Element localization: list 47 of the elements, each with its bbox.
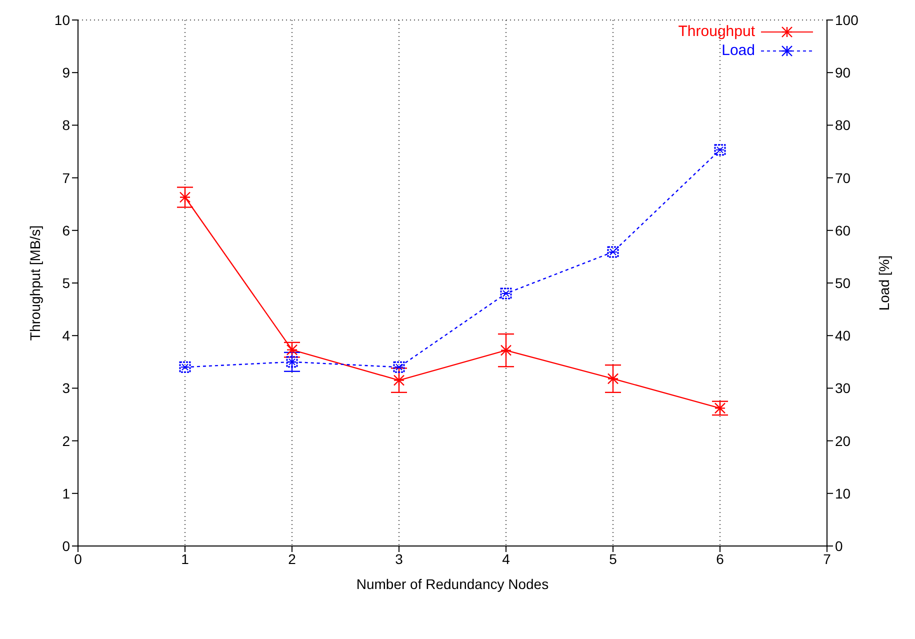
- y-axis-title: Throughput [MB/s]: [26, 225, 43, 341]
- point: [714, 402, 726, 414]
- x-tick-label: 1: [181, 550, 190, 567]
- y2-tick-label: 30: [835, 380, 851, 396]
- x-tick-label: 4: [502, 550, 510, 567]
- y2-axis-title: Load [%]: [876, 255, 892, 311]
- y2-tick-label: 70: [835, 170, 851, 186]
- point: [607, 373, 619, 384]
- y-tick-label: 6: [62, 222, 70, 238]
- x-axis-title: Number of Redundancy Nodes: [356, 576, 549, 592]
- point: [179, 361, 191, 373]
- legend-label: Load: [722, 41, 755, 60]
- legend-label: Throughput: [678, 22, 755, 41]
- y2-tick-label: 100: [835, 12, 859, 28]
- y-tick-label: 0: [62, 538, 70, 554]
- y2-tick-label: 0: [835, 538, 843, 554]
- x-tick-label: 5: [609, 550, 618, 567]
- x-tick-label: 6: [716, 550, 724, 567]
- point: [179, 192, 191, 203]
- point: [286, 356, 298, 368]
- y-tick-label: 8: [62, 117, 70, 134]
- x-tick-label: 7: [823, 550, 832, 567]
- y-tick-label: 5: [62, 274, 70, 291]
- point: [500, 288, 512, 300]
- y2-tick-label: 90: [835, 64, 851, 81]
- y2-tick-label: 50: [835, 274, 851, 291]
- y-tick-label: 2: [62, 432, 70, 449]
- point: [714, 144, 726, 156]
- y-tick-label: 3: [62, 380, 70, 396]
- x-tick-label: 0: [74, 550, 82, 567]
- point: [500, 344, 512, 356]
- y2-tick-label: 40: [835, 328, 851, 344]
- point: [393, 374, 405, 386]
- y-tick-label: 4: [62, 328, 70, 344]
- y2-tick-label: 20: [835, 432, 851, 449]
- point: [286, 344, 298, 356]
- x-tick-label: 2: [288, 550, 296, 567]
- point: [393, 361, 405, 373]
- y-tick-label: 10: [54, 12, 70, 28]
- x-tick-label: 3: [395, 550, 404, 567]
- y-tick-label: 7: [62, 170, 70, 186]
- y2-tick-label: 80: [835, 117, 851, 134]
- y-tick-label: 1: [62, 485, 70, 502]
- point: [607, 246, 619, 258]
- y2-tick-label: 60: [835, 222, 851, 238]
- y2-tick-label: 10: [835, 485, 851, 502]
- y-tick-label: 9: [62, 64, 70, 81]
